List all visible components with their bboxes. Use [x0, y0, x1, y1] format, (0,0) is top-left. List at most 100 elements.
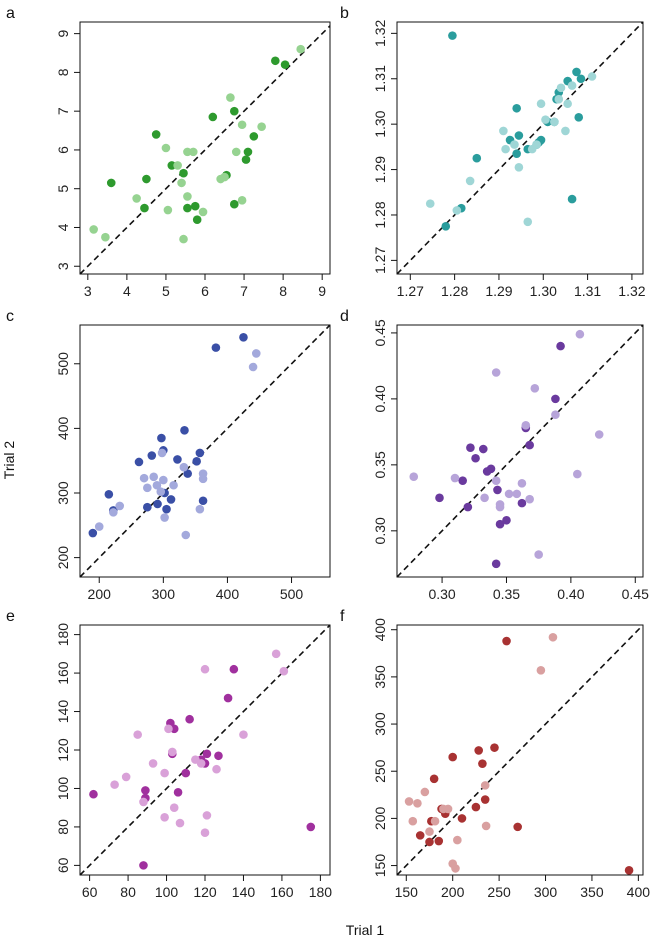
data-point-dark — [179, 168, 188, 178]
panel-letter: e — [6, 608, 15, 625]
data-point-dark — [162, 504, 171, 514]
y-tick-label: 1.32 — [372, 20, 388, 47]
data-point-dark — [211, 343, 221, 352]
data-point-light — [495, 500, 505, 509]
data-point-light — [200, 664, 210, 674]
y-tick-label: 7 — [55, 107, 71, 115]
data-point-dark — [190, 201, 200, 211]
data-point-light — [594, 430, 604, 439]
panel-letter: f — [340, 608, 345, 625]
y-tick-label: 300 — [372, 712, 388, 736]
data-point-light — [198, 207, 208, 217]
data-point-light — [480, 781, 490, 790]
plot-frame — [396, 21, 644, 275]
y-tick-label: 350 — [372, 665, 388, 689]
data-point-light — [481, 821, 491, 831]
x-tick-label: 1.29 — [485, 283, 512, 299]
x-tick-label: 6 — [201, 283, 209, 299]
data-point-light — [202, 811, 212, 820]
data-point-light — [452, 206, 462, 215]
y-tick-label: 1.30 — [372, 110, 388, 137]
data-point-light — [587, 72, 597, 81]
data-point-dark — [239, 332, 248, 342]
data-point-dark — [495, 519, 505, 529]
data-point-light — [551, 410, 560, 420]
data-point-light — [408, 816, 418, 826]
data-point-light — [523, 217, 533, 227]
data-point-light — [212, 764, 221, 774]
x-tick-label: 180 — [309, 884, 333, 900]
y-tick-label: 400 — [372, 618, 388, 642]
data-point-light — [237, 196, 247, 205]
x-tick-label: 1.27 — [397, 283, 424, 299]
data-point-light — [534, 550, 543, 559]
data-point-light — [239, 730, 248, 739]
data-point-dark — [478, 444, 488, 454]
data-point-light — [409, 472, 419, 482]
panel-letter: a — [6, 5, 15, 22]
y-tick-label: 150 — [372, 854, 388, 878]
data-point-dark — [463, 502, 473, 512]
x-tick-label: 4 — [123, 283, 131, 299]
y-tick-label: 9 — [55, 30, 71, 38]
data-point-light — [575, 329, 585, 339]
data-point-dark — [229, 664, 239, 674]
data-point-light — [156, 487, 166, 497]
data-point-dark — [243, 147, 253, 157]
x-axis-title: Trial 1 — [346, 922, 385, 938]
data-point-light — [530, 384, 540, 393]
data-point-dark — [192, 215, 202, 225]
y-tick-label: 250 — [372, 759, 388, 783]
data-point-dark — [214, 751, 223, 761]
panel-b: b 1.27 1.28 1.29 1.30 1.31 1.32 1.27 1.28 1.29 1.3… — [340, 5, 646, 299]
x-tick-label: 160 — [270, 884, 294, 900]
data-point-dark — [448, 752, 457, 762]
data-point-light — [425, 199, 435, 208]
data-point-dark — [157, 433, 166, 443]
data-point-light — [173, 161, 182, 170]
panel-letter: c — [6, 308, 14, 325]
data-point-light — [491, 368, 501, 377]
data-point-light — [89, 225, 98, 234]
data-point-light — [525, 494, 534, 504]
data-point-light — [573, 469, 582, 479]
plot-frame — [79, 324, 331, 578]
data-point-dark — [241, 155, 251, 164]
data-point-dark — [88, 528, 98, 538]
y-axis-title: Trial 2 — [1, 441, 17, 480]
data-point-light — [504, 489, 514, 499]
data-point-light — [231, 147, 241, 157]
data-point-light — [430, 816, 440, 826]
data-point-light — [480, 493, 489, 503]
x-tick-label: 300 — [152, 586, 176, 602]
x-tick-label: 7 — [240, 283, 248, 299]
data-point-dark — [280, 60, 290, 69]
y-tick-label: 180 — [55, 623, 71, 647]
data-point-light — [169, 480, 178, 490]
y-tick-label: 200 — [55, 546, 71, 570]
data-point-dark — [183, 203, 192, 213]
data-point-dark — [198, 496, 208, 506]
y-tick-label: 120 — [55, 738, 71, 762]
data-point-dark — [441, 222, 451, 231]
data-point-dark — [151, 130, 161, 139]
data-point-dark — [142, 174, 151, 184]
data-point-dark — [513, 822, 522, 832]
x-tick-label: 400 — [627, 884, 651, 900]
y-tick-label: 5 — [55, 185, 71, 193]
data-point-light — [237, 120, 247, 130]
data-point-dark — [525, 440, 534, 450]
panel-f: f 150 200 250 300 350 400 150 200 250 300 350 400 — [340, 608, 650, 900]
x-tick-label: 400 — [216, 586, 240, 602]
data-point-light — [175, 818, 185, 828]
data-point-light — [220, 172, 229, 182]
x-tick-label: 0.40 — [557, 586, 584, 602]
data-point-dark — [185, 714, 194, 724]
y-tick-label: 4 — [55, 223, 71, 231]
data-point-dark — [425, 837, 434, 847]
x-tick-label: 500 — [280, 586, 304, 602]
data-point-light — [465, 176, 475, 186]
data-point-dark — [502, 515, 511, 525]
data-point-light — [443, 804, 453, 814]
x-tick-label: 0.35 — [493, 586, 520, 602]
